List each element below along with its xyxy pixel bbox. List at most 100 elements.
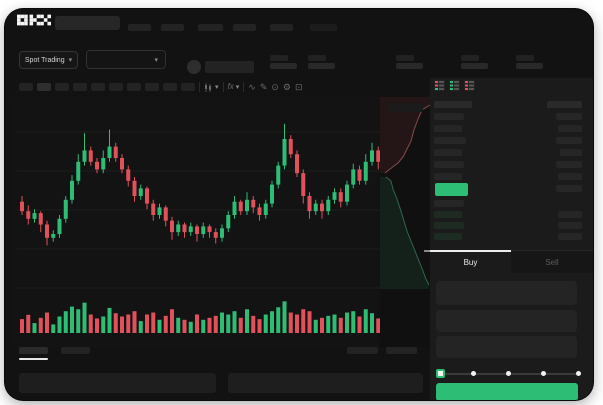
nav-item-5[interactable] [270,24,293,31]
orderbook-row[interactable] [434,211,587,218]
stat-value [396,63,423,69]
candle-body [226,215,231,229]
candle-body [107,146,112,158]
slider-dot-50[interactable] [506,371,511,376]
orderbook-layout-both-icon[interactable] [434,80,445,91]
spot-trading-dropdown[interactable]: Spot Trading ▾ [19,51,78,69]
orderbook-row[interactable] [434,113,587,120]
candle-body [251,199,256,208]
chevron-down-icon: ▾ [215,84,219,91]
orderbook-header-price [434,101,472,108]
candle-body [188,226,193,233]
toolbar-divider [222,82,224,92]
timeframe-button-2[interactable] [37,83,51,91]
candle-body [26,211,31,219]
tab-sell[interactable]: Sell [511,251,593,273]
toolbar-divider [199,82,200,92]
volume-bar [213,315,218,333]
timeframe-button-4[interactable] [73,83,87,91]
percent-slider[interactable] [436,369,581,378]
orderbook-amount-placeholder [558,211,582,218]
orderbook-amount-placeholder [558,222,582,229]
orderbook-row[interactable] [434,200,587,207]
orderbook-amount-placeholder [560,149,582,156]
tab-buy[interactable]: Buy [463,257,478,267]
nav-item-3[interactable] [198,24,223,31]
search-input[interactable] [55,16,120,30]
last-price-badge[interactable] [435,183,468,196]
coin-avatar [187,60,201,74]
wave-icon[interactable]: ∿ [248,82,256,92]
timeframe-button-5[interactable] [91,83,105,91]
candle-body [145,188,149,204]
chart-footer-button-2[interactable] [386,347,417,354]
candle-body [213,232,218,238]
timeframe-button-7[interactable] [127,83,141,91]
slider-dot-100[interactable] [576,371,581,376]
buy-submit-button[interactable] [436,383,578,400]
volume-bar [282,301,287,333]
timeframe-button-9[interactable] [163,83,177,91]
timeframe-button-8[interactable] [145,83,159,91]
volume-bar [76,309,81,333]
candlestick-series [20,123,381,246]
indicators-button[interactable]: fx ▾ [228,82,240,92]
brush-icon[interactable]: ✎ [259,82,268,92]
price-input[interactable] [436,281,577,305]
candle-body [288,139,293,155]
pair-select-dropdown[interactable]: ▾ [86,50,166,69]
orderbook-row[interactable] [434,137,587,144]
volume-bar [45,312,49,333]
slider-handle[interactable] [436,369,445,378]
camera-icon[interactable]: ⊙ [271,82,279,92]
timeframe-button-1[interactable] [19,83,33,91]
volume-bar [63,311,68,333]
timeframe-button-10[interactable] [181,83,195,91]
gear-icon[interactable]: ⚙ [282,82,291,92]
slider-dot-25[interactable] [471,371,476,376]
orderbook-row[interactable] [434,149,587,156]
candle-body [263,203,268,215]
orderbook-row[interactable] [434,173,587,180]
candle-body [232,201,237,215]
stat-value [516,63,543,69]
timeframe-button-6[interactable] [109,83,123,91]
nav-item-right[interactable] [310,24,337,31]
volume-bar [120,316,124,333]
volume-bar [163,315,168,333]
candle-body [138,188,143,196]
nav-item-1[interactable] [128,24,151,31]
orderbook-row[interactable] [434,222,587,229]
amount-input[interactable] [436,310,577,332]
orderbook-row[interactable] [434,233,587,240]
slider-dot-75[interactable] [541,371,546,376]
fullscreen-icon[interactable]: ⊡ [294,82,303,92]
orderbook-row[interactable] [434,161,587,168]
chart-footer-button-1[interactable] [347,347,378,354]
volume-bar [251,315,256,333]
orderbook-layout-bids-icon[interactable] [449,80,460,91]
orderbook-amount-placeholder [556,161,582,168]
volume-bar [320,317,324,333]
orderbook-price-placeholder [434,222,464,229]
footer-panel-left[interactable] [19,373,216,393]
volume-bar [270,311,274,333]
volume-bar [363,309,368,333]
candle-body [220,228,224,238]
chart-tab-2[interactable] [61,347,90,354]
orderbook-price-placeholder [434,125,462,132]
timeframe-button-3[interactable] [55,83,69,91]
candle-style-button[interactable]: ▾ [204,82,219,92]
candle-body [51,234,56,238]
candle-body [320,203,324,212]
total-input[interactable] [436,336,577,358]
chart-tab-active[interactable] [19,347,48,354]
nav-item-4[interactable] [233,24,256,31]
orderbook-layout-asks-icon[interactable] [464,80,475,91]
price-chart-panel[interactable] [14,97,381,347]
nav-item-2[interactable] [161,24,184,31]
volume-bar [357,316,362,333]
orderbook-row[interactable] [434,125,587,132]
footer-panel-right[interactable] [228,373,423,393]
chart-toolbar: ▾ fx ▾ ∿ ✎ ⊙ ⚙ ⊡ [19,80,419,94]
